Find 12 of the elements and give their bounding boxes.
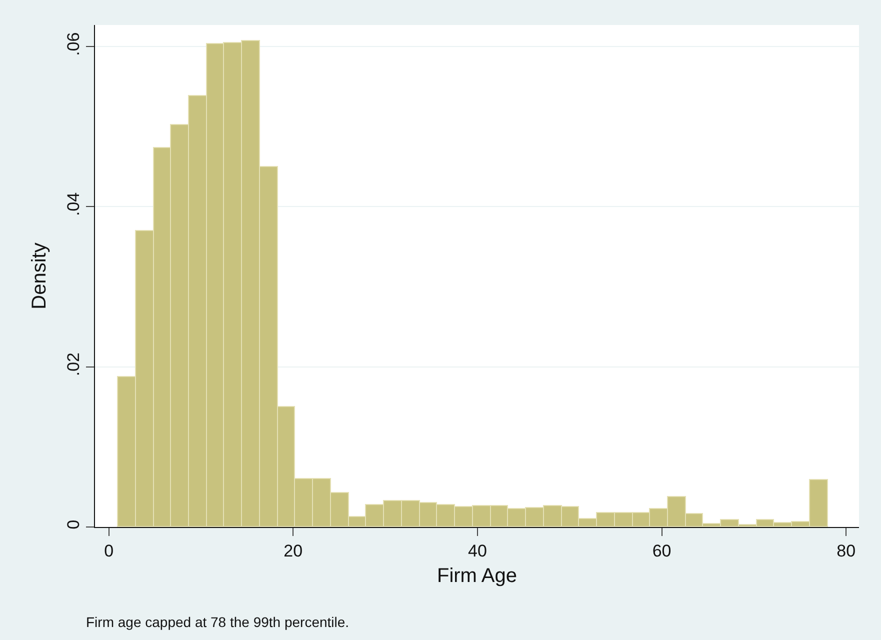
- y-tick-label: .06: [64, 32, 84, 56]
- x-tick-label: 40: [468, 541, 487, 560]
- y-tick-label: .02: [64, 352, 84, 376]
- y-axis-title: Density: [28, 242, 51, 310]
- x-tick-label: 60: [652, 541, 672, 560]
- x-tick-label: 80: [836, 541, 856, 560]
- x-tick-label: 20: [284, 541, 303, 560]
- x-axis-title: Firm Age: [436, 564, 518, 587]
- y-tick-label: .04: [64, 192, 84, 216]
- y-tick-label: 0: [64, 520, 84, 530]
- x-tick-label: 0: [104, 541, 114, 560]
- text: Firm age capped at 78 the 99th percentile.: [86, 614, 350, 630]
